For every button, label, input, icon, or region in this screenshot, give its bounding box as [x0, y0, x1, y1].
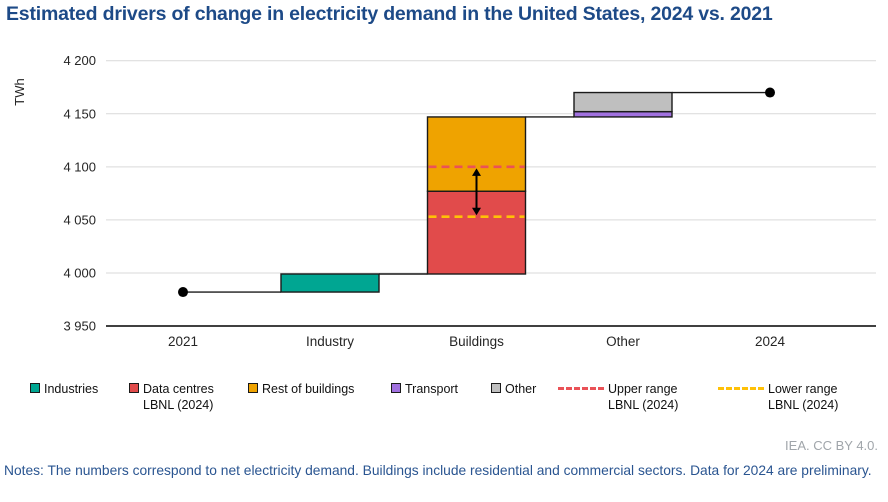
notes-text: Notes: The numbers correspond to net ele… — [4, 463, 872, 478]
legend-swatch-rest-of-buildings — [248, 383, 258, 393]
legend-label-line1: Industries — [44, 382, 99, 396]
total-dot-2024 — [765, 87, 775, 98]
legend-label-line1: Transport — [405, 382, 459, 396]
legend-swatch-other — [491, 383, 501, 393]
ytick-4050: 4 050 — [63, 212, 96, 227]
waterfall-chart: 3 950 4 000 4 050 4 100 4 150 4 200 TWh 2021 Ind… — [12, 53, 876, 349]
bar-industries — [280, 273, 380, 293]
legend-label-line1: Rest of buildings — [262, 382, 355, 396]
legend-label-line2: LBNL (2024) — [143, 398, 214, 412]
legend-label-line2: LBNL (2024) — [768, 398, 839, 412]
legend-item-industries: Industries — [30, 381, 98, 397]
total-dot-2021 — [178, 287, 188, 298]
ytick-4000: 4 000 — [63, 265, 96, 280]
legend-label-transport: Transport — [405, 381, 458, 397]
bar-transport — [573, 110, 673, 118]
legend-label-upper-range: Upper range LBNL (2024) — [608, 381, 678, 413]
xtick-2024: 2024 — [755, 334, 786, 349]
legend-label-line1: Data centres — [143, 382, 214, 396]
legend-swatch-data-centres — [129, 383, 139, 393]
legend-label-line1: Upper range — [608, 382, 678, 396]
range-arrow-head-up — [472, 168, 481, 176]
xtick-buildings: Buildings — [449, 334, 504, 349]
legend-label-line1: Lower range — [768, 382, 838, 396]
legend-dash-lower-range — [718, 387, 764, 390]
xtick-2021: 2021 — [168, 334, 198, 349]
legend-label-data-centres: Data centres LBNL (2024) — [143, 381, 214, 413]
legend-item-upper-range: Upper range LBNL (2024) — [558, 381, 678, 413]
xtick-other: Other — [606, 334, 640, 349]
legend-item-rest-of-buildings: Rest of buildings — [248, 381, 354, 397]
y-axis-label: TWh — [12, 78, 27, 105]
iea-attribution: IEA. CC BY 4.0. — [785, 438, 878, 453]
legend-item-other: Other — [491, 381, 536, 397]
legend-label-lower-range: Lower range LBNL (2024) — [768, 381, 838, 413]
legend-label-line2: LBNL (2024) — [608, 398, 679, 412]
ytick-4100: 4 100 — [63, 159, 96, 174]
legend-label-other: Other — [505, 381, 536, 397]
legend-swatch-industries — [30, 383, 40, 393]
legend-label-rest-of-buildings: Rest of buildings — [262, 381, 354, 397]
chart-legend: Industries Data centres LBNL (2024) Rest … — [0, 381, 888, 427]
legend-dash-upper-range — [558, 387, 604, 390]
ytick-4150: 4 150 — [63, 106, 96, 121]
legend-item-lower-range: Lower range LBNL (2024) — [718, 381, 838, 413]
ytick-3950: 3 950 — [63, 319, 96, 334]
legend-item-data-centres: Data centres LBNL (2024) — [129, 381, 214, 413]
range-arrow-head-down — [472, 207, 481, 216]
bar-other — [573, 91, 673, 113]
ytick-4200: 4 200 — [63, 53, 96, 68]
xtick-industry: Industry — [306, 334, 354, 349]
legend-label-line1: Other — [505, 382, 537, 396]
chart-title: Estimated drivers of change in electrici… — [6, 3, 773, 25]
legend-label-industries: Industries — [44, 381, 98, 397]
legend-swatch-transport — [391, 383, 401, 393]
legend-item-transport: Transport — [391, 381, 458, 397]
